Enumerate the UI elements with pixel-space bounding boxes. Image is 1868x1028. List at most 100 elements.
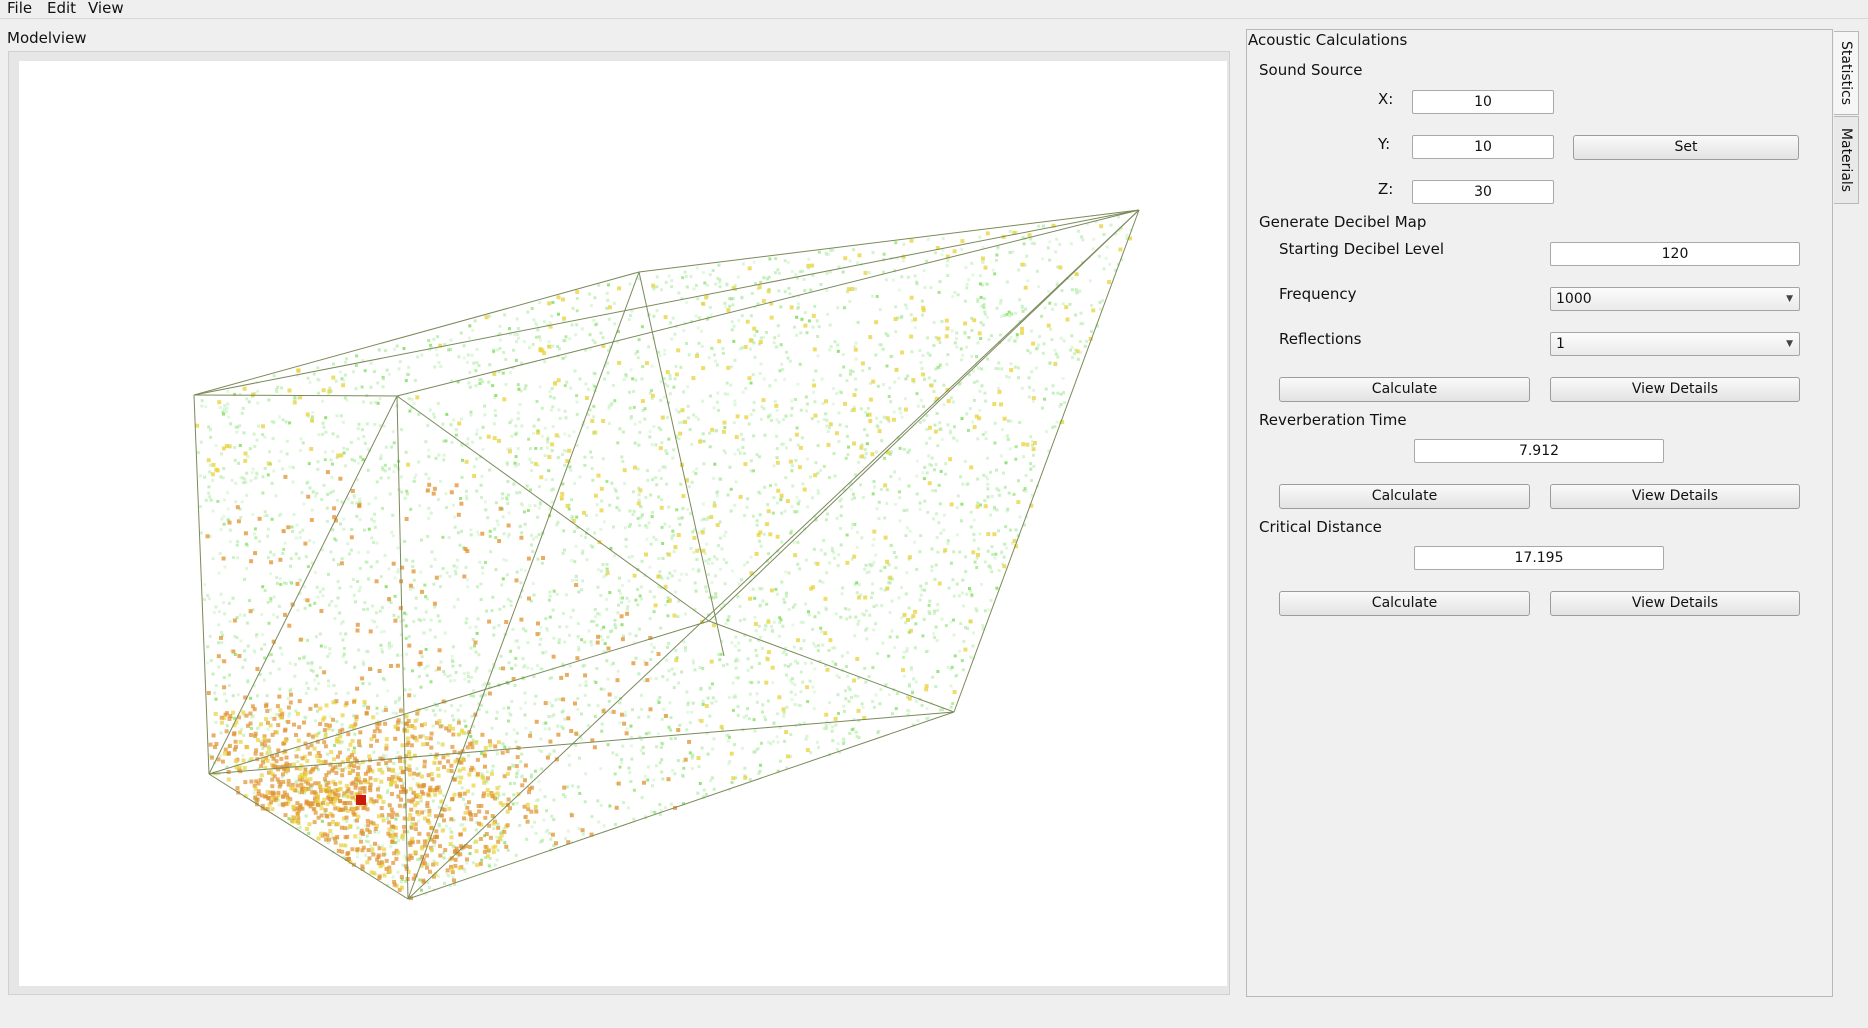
- decibel-point: [583, 463, 587, 467]
- decibel-point: [449, 348, 453, 351]
- decibel-point: [691, 753, 695, 757]
- decibel-point: [532, 424, 536, 428]
- decibel-point: [263, 466, 267, 470]
- decibel-point: [863, 428, 867, 432]
- decibel-point: [913, 317, 917, 322]
- decibel-point: [373, 512, 377, 516]
- decibel-point: [452, 749, 457, 754]
- decibel-point: [452, 718, 456, 722]
- decibel-point: [465, 805, 470, 810]
- decibel-point: [600, 499, 604, 503]
- decibel-point: [640, 559, 644, 563]
- decibel-point: [431, 709, 435, 713]
- decibel-point: [565, 785, 569, 789]
- decibel-point: [514, 639, 518, 643]
- decibel-point: [438, 619, 442, 623]
- decibel-point: [330, 462, 334, 466]
- decibel-point: [706, 696, 710, 700]
- menu-file[interactable]: File: [7, 0, 33, 17]
- decibel-point: [674, 658, 679, 663]
- decibel-point: [1002, 313, 1006, 317]
- decibel-point: [1009, 362, 1013, 366]
- decibel-point: [556, 345, 560, 348]
- menu-edit[interactable]: Edit: [47, 0, 77, 17]
- decibel-point: [530, 773, 533, 777]
- decibel-point: [403, 611, 407, 615]
- decibel-point: [213, 745, 217, 750]
- decibel-point: [377, 669, 382, 673]
- model-viewport[interactable]: [19, 61, 1227, 986]
- decibel-point: [394, 775, 399, 780]
- decibel-point: [668, 525, 672, 528]
- decibel-point: [927, 610, 931, 613]
- decibel-point: [378, 424, 382, 428]
- decibel-point: [610, 481, 614, 485]
- decibel-point: [816, 649, 820, 653]
- decibel-point: [393, 825, 398, 830]
- model-3d-scene[interactable]: [19, 61, 1227, 986]
- decibel-point: [960, 358, 964, 362]
- decibel-point: [972, 532, 976, 536]
- decibel-point: [501, 742, 505, 746]
- decibel-point: [281, 529, 286, 534]
- decibel-point: [324, 416, 328, 420]
- decibel-point: [860, 612, 864, 616]
- decibel-point: [601, 336, 605, 340]
- decibel-point: [1108, 262, 1112, 266]
- decibel-point: [717, 652, 720, 656]
- decibel-point: [922, 269, 926, 273]
- decibel-point: [799, 408, 803, 412]
- decibel-point: [667, 552, 672, 557]
- decibel-point: [440, 813, 444, 818]
- decibel-point: [893, 380, 897, 384]
- decibel-point: [540, 750, 544, 753]
- decibel-point: [686, 508, 689, 511]
- decibel-point: [949, 396, 953, 400]
- decibel-point: [496, 825, 501, 830]
- decibel-point: [960, 417, 964, 421]
- decibel-point: [884, 278, 888, 282]
- decibel-point: [727, 696, 731, 699]
- decibel-point: [467, 336, 471, 340]
- decibel-point: [595, 623, 599, 627]
- decibel-point: [437, 805, 441, 809]
- menu-view[interactable]: View: [88, 0, 124, 17]
- decibel-point: [290, 602, 295, 607]
- decibel-point: [340, 723, 344, 727]
- decibel-point: [462, 356, 466, 360]
- decibel-point: [769, 301, 774, 306]
- decibel-point: [469, 676, 473, 679]
- decibel-point: [1048, 258, 1052, 262]
- decibel-point: [563, 717, 567, 721]
- decibel-point: [633, 441, 637, 445]
- decibel-point: [694, 283, 698, 287]
- decibel-point: [693, 581, 697, 585]
- decibel-point: [563, 795, 567, 799]
- decibel-point: [885, 416, 890, 421]
- decibel-point: [705, 283, 709, 287]
- decibel-point: [771, 740, 775, 744]
- decibel-point: [390, 445, 393, 449]
- decibel-point: [457, 421, 462, 426]
- decibel-point: [403, 557, 407, 561]
- decibel-point: [775, 460, 780, 465]
- decibel-point: [701, 432, 705, 436]
- decibel-point: [268, 653, 272, 657]
- decibel-point: [591, 383, 595, 387]
- decibel-point: [629, 780, 633, 783]
- decibel-point: [550, 714, 554, 718]
- decibel-point: [235, 762, 239, 766]
- decibel-point: [395, 836, 399, 839]
- decibel-point: [620, 455, 624, 459]
- decibel-point: [601, 419, 606, 423]
- decibel-point: [406, 372, 409, 376]
- decibel-point: [298, 530, 302, 534]
- decibel-point: [291, 805, 296, 810]
- decibel-point: [557, 638, 561, 641]
- decibel-point: [208, 634, 212, 638]
- decibel-point: [776, 268, 780, 272]
- decibel-point: [599, 803, 603, 807]
- decibel-point: [614, 489, 618, 493]
- modelview-title: Modelview: [7, 29, 87, 47]
- decibel-point: [759, 362, 763, 366]
